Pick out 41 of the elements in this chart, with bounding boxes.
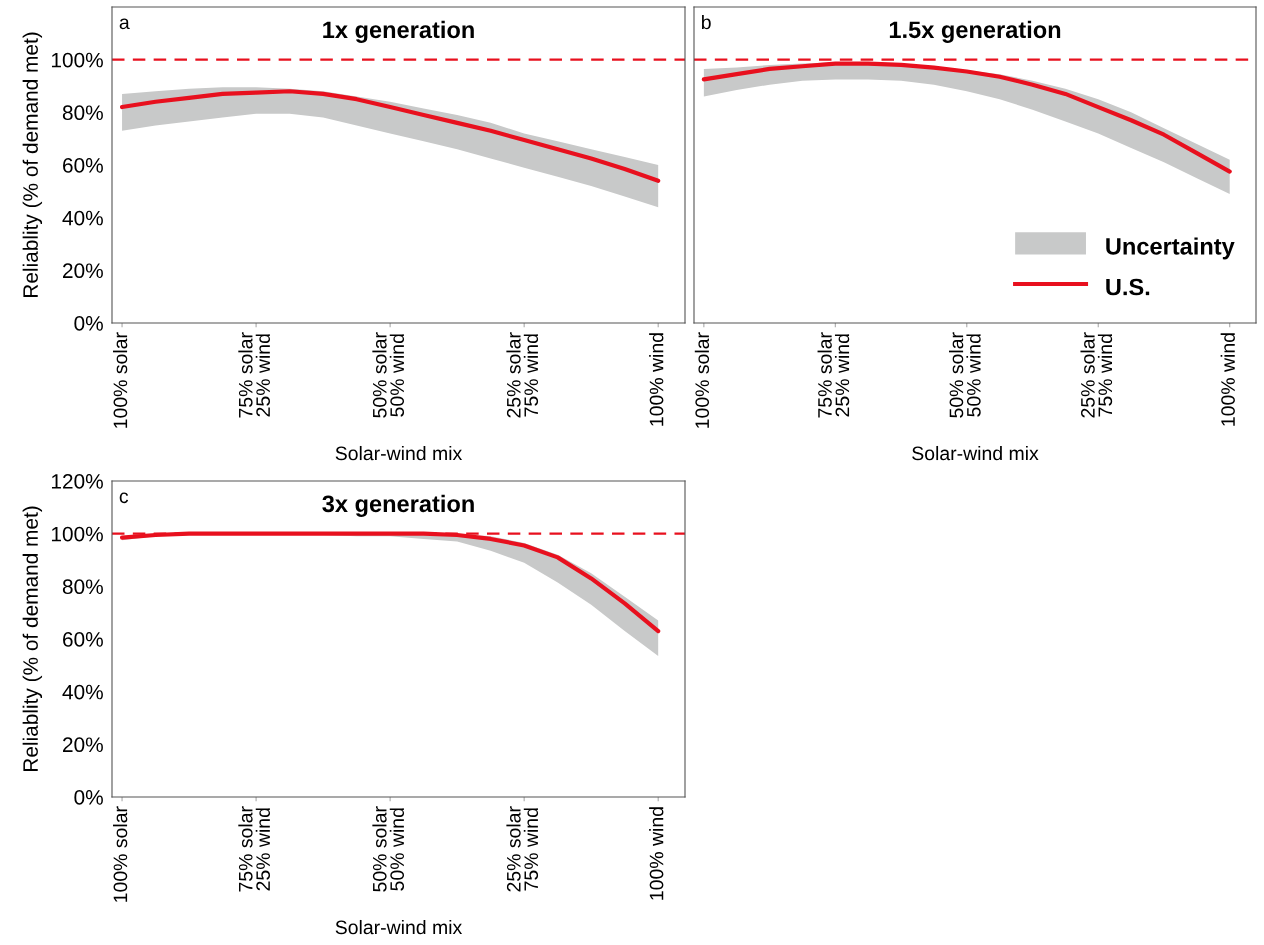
x-tick-label: 25% solar 75% wind (506, 332, 539, 418)
y-tick-label: 80% (62, 105, 103, 121)
x-tick-label: 100% wind (1220, 333, 1235, 426)
annotation: c (119, 492, 129, 504)
y-tick-label: 100% (51, 526, 103, 542)
y-tick-label: 0% (74, 316, 103, 331)
x-tick-label: 100% wind (649, 333, 664, 426)
x-tick-label: 75% solar 25% wind (238, 806, 271, 892)
y-tick-label: 120% (51, 474, 103, 489)
annotation: a (119, 18, 130, 30)
y-tick-label: 20% (63, 737, 103, 753)
x-tick-label: 100% solar (694, 332, 710, 428)
y-tick-label: 100% (51, 52, 103, 68)
x-tick-label: 100% wind (649, 807, 664, 900)
x-tick-label: 25% solar 75% wind (1080, 332, 1113, 418)
text: 1x generation (323, 20, 474, 43)
x-tick-label: 100% solar (112, 806, 128, 902)
annotation: b (702, 14, 711, 30)
y-tick-label: 60% (63, 632, 103, 647)
x-axis-title: Solar-wind mix (912, 445, 1039, 461)
y-tick-label: 80% (62, 579, 103, 595)
annotation: Uncertainty (1106, 237, 1235, 260)
x-axis-title: Solar-wind mix (335, 919, 463, 935)
y-tick-label: 40% (62, 210, 103, 226)
x-tick-label: 25% solar 75% wind (506, 806, 539, 892)
x-tick-label: 100% solar (112, 332, 128, 428)
x-tick-label: 50% solar 50% wind (949, 332, 981, 418)
text: 1.5x generation (889, 20, 1061, 43)
text: 3x generation (322, 494, 474, 517)
y-tick-label: 60% (63, 158, 103, 173)
x-axis-title: Solar-wind mix (335, 445, 463, 461)
x-tick-label: 75% solar 25% wind (817, 332, 850, 418)
x-tick-label: 50% solar 50% wind (372, 332, 405, 418)
y-axis-title: Reliablity (% of demand met) (22, 506, 43, 772)
y-tick-label: 20% (63, 263, 103, 279)
x-tick-label: 75% solar 25% wind (238, 332, 271, 418)
legend-label: U.S. (1106, 278, 1150, 296)
x-tick-label: 50% solar 50% wind (372, 806, 405, 892)
y-axis-title: Reliablity (% of demand met) (22, 32, 43, 298)
y-tick-label: 40% (62, 684, 103, 700)
y-tick-label: 0% (74, 790, 103, 805)
